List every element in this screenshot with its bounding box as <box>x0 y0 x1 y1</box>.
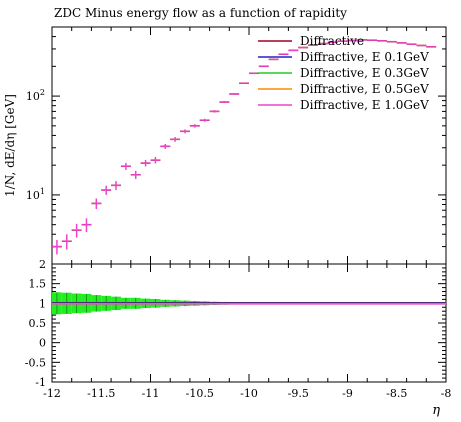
legend-label-2: Diffractive, E 0.3GeV <box>300 66 429 80</box>
x-tick-label: -8.5 <box>386 387 407 400</box>
y-axis-label: 1/N, dE/dη [GeV] <box>3 94 17 197</box>
ratio-tick-label: 2 <box>39 258 46 271</box>
x-tick-label: -8 <box>441 387 452 400</box>
ratio-tick-label: 1 <box>39 297 46 310</box>
ratio-tick-label: 1.5 <box>29 278 47 291</box>
ratio-reference-line <box>52 302 446 305</box>
x-tick-label: -9 <box>342 387 353 400</box>
y-tick-label: 102 <box>26 88 45 103</box>
ratio-tick-label: 0.5 <box>29 317 47 330</box>
x-tick-label: -10 <box>240 387 258 400</box>
x-tick-label: -11.5 <box>87 387 115 400</box>
ratio-tick-label: 0 <box>39 337 46 350</box>
ratio-tick-label: -0.5 <box>25 356 46 369</box>
legend: Diffractive Diffractive, E 0.1GeV Diffract… <box>258 34 429 112</box>
x-tick-label: -9.5 <box>288 387 309 400</box>
x-tick-label: -11 <box>142 387 160 400</box>
y-tick-label: 101 <box>26 187 45 202</box>
main-axis-ticks: 101 102 <box>26 26 447 265</box>
chart-title: ZDC Minus energy flow as a function of r… <box>54 6 347 20</box>
x-axis-label: η <box>432 403 440 418</box>
legend-label-4: Diffractive, E 1.0GeV <box>300 98 429 112</box>
legend-label-0: Diffractive <box>300 34 364 48</box>
ratio-plot-frame <box>51 263 447 383</box>
x-tick-label: -10.5 <box>186 387 214 400</box>
data-points <box>52 39 437 255</box>
legend-label-3: Diffractive, E 0.5GeV <box>300 82 429 96</box>
ratio-tick-label: -1 <box>35 376 46 389</box>
x-tick-label: -12 <box>43 387 61 400</box>
ratio-axis-ticks: -12 -11.5 -11 -10.5 -10 -9.5 -9 -8.5 -8 -1 -0.5 0 0.… <box>25 258 452 400</box>
legend-label-1: Diffractive, E 0.1GeV <box>300 50 429 64</box>
